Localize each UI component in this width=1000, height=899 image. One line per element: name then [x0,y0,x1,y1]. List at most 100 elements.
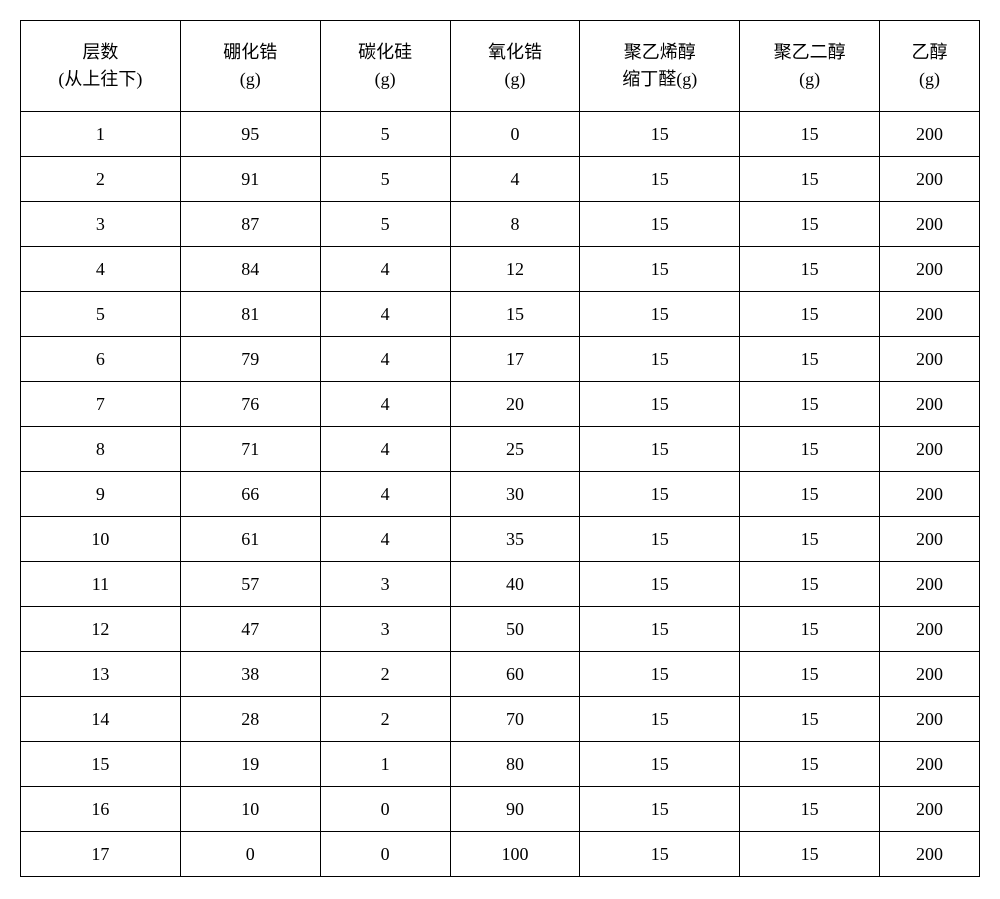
table-cell: 70 [450,697,580,742]
table-cell: 1 [21,112,181,157]
table-cell: 15 [450,292,580,337]
column-header: 硼化锆(g) [180,21,320,112]
table-cell: 4 [320,382,450,427]
column-header-line2: (从上往下) [21,66,180,93]
table-cell: 15 [580,247,740,292]
table-cell: 4 [320,247,450,292]
table-row: 5814151515200 [21,292,980,337]
table-cell: 30 [450,472,580,517]
table-cell: 15 [740,202,880,247]
table-cell: 15 [580,337,740,382]
table-cell: 61 [180,517,320,562]
column-header-line1: 聚乙烯醇 [580,39,739,66]
table-row: 4844121515200 [21,247,980,292]
table-cell: 90 [450,787,580,832]
table-cell: 81 [180,292,320,337]
table-row: 387581515200 [21,202,980,247]
table-cell: 5 [320,112,450,157]
column-header-line1: 氧化锆 [451,39,580,66]
table-cell: 4 [320,292,450,337]
table-cell: 7 [21,382,181,427]
table-header-row: 层数(从上往下)硼化锆(g)碳化硅(g)氧化锆(g)聚乙烯醇缩丁醛(g)聚乙二醇… [21,21,980,112]
table-cell: 5 [21,292,181,337]
column-header-line2: (g) [181,66,320,93]
table-row: 291541515200 [21,157,980,202]
table-cell: 200 [880,247,980,292]
table-cell: 200 [880,382,980,427]
table-cell: 76 [180,382,320,427]
table-cell: 15 [740,562,880,607]
table-row: 13382601515200 [21,652,980,697]
column-header-line1: 聚乙二醇 [740,39,879,66]
table-cell: 3 [320,562,450,607]
table-cell: 200 [880,742,980,787]
table-row: 16100901515200 [21,787,980,832]
table-cell: 15 [740,292,880,337]
table-cell: 15 [740,517,880,562]
table-cell: 14 [21,697,181,742]
column-header: 碳化硅(g) [320,21,450,112]
table-cell: 15 [580,112,740,157]
table-cell: 66 [180,472,320,517]
table-cell: 71 [180,427,320,472]
table-cell: 200 [880,337,980,382]
table-cell: 15 [580,157,740,202]
column-header-line1: 乙醇 [880,39,979,66]
column-header-line2: 缩丁醛(g) [580,66,739,93]
column-header-line1: 层数 [21,39,180,66]
table-cell: 0 [320,832,450,877]
table-cell: 15 [740,472,880,517]
table-cell: 12 [450,247,580,292]
table-cell: 4 [450,157,580,202]
table-cell: 15 [740,427,880,472]
table-cell: 15 [580,697,740,742]
table-cell: 10 [21,517,181,562]
table-cell: 12 [21,607,181,652]
table-cell: 60 [450,652,580,697]
column-header: 层数(从上往下) [21,21,181,112]
table-cell: 6 [21,337,181,382]
table-cell: 15 [740,382,880,427]
table-cell: 15 [740,112,880,157]
column-header: 氧化锆(g) [450,21,580,112]
table-cell: 200 [880,652,980,697]
composition-table: 层数(从上往下)硼化锆(g)碳化硅(g)氧化锆(g)聚乙烯醇缩丁醛(g)聚乙二醇… [20,20,980,877]
column-header-line2: (g) [451,66,580,93]
table-cell: 15 [580,652,740,697]
table-cell: 2 [320,697,450,742]
table-cell: 0 [180,832,320,877]
table-cell: 8 [21,427,181,472]
table-cell: 0 [320,787,450,832]
table-row: 10614351515200 [21,517,980,562]
column-header-line2: (g) [880,66,979,93]
table-cell: 4 [320,337,450,382]
table-cell: 200 [880,157,980,202]
table-row: 12473501515200 [21,607,980,652]
table-row: 6794171515200 [21,337,980,382]
table-cell: 15 [21,742,181,787]
table-row: 14282701515200 [21,697,980,742]
table-cell: 8 [450,202,580,247]
column-header: 聚乙二醇(g) [740,21,880,112]
table-row: 195501515200 [21,112,980,157]
table-cell: 3 [21,202,181,247]
table-cell: 47 [180,607,320,652]
table-cell: 200 [880,202,980,247]
column-header: 聚乙烯醇缩丁醛(g) [580,21,740,112]
column-header-line1: 硼化锆 [181,39,320,66]
table-cell: 91 [180,157,320,202]
table-cell: 200 [880,697,980,742]
table-cell: 15 [740,607,880,652]
table-cell: 95 [180,112,320,157]
table-cell: 15 [740,652,880,697]
table-cell: 15 [580,382,740,427]
table-cell: 28 [180,697,320,742]
table-cell: 9 [21,472,181,517]
table-cell: 40 [450,562,580,607]
table-cell: 2 [21,157,181,202]
column-header: 乙醇(g) [880,21,980,112]
table-cell: 15 [740,787,880,832]
table-cell: 1 [320,742,450,787]
table-cell: 15 [580,517,740,562]
table-row: 7764201515200 [21,382,980,427]
